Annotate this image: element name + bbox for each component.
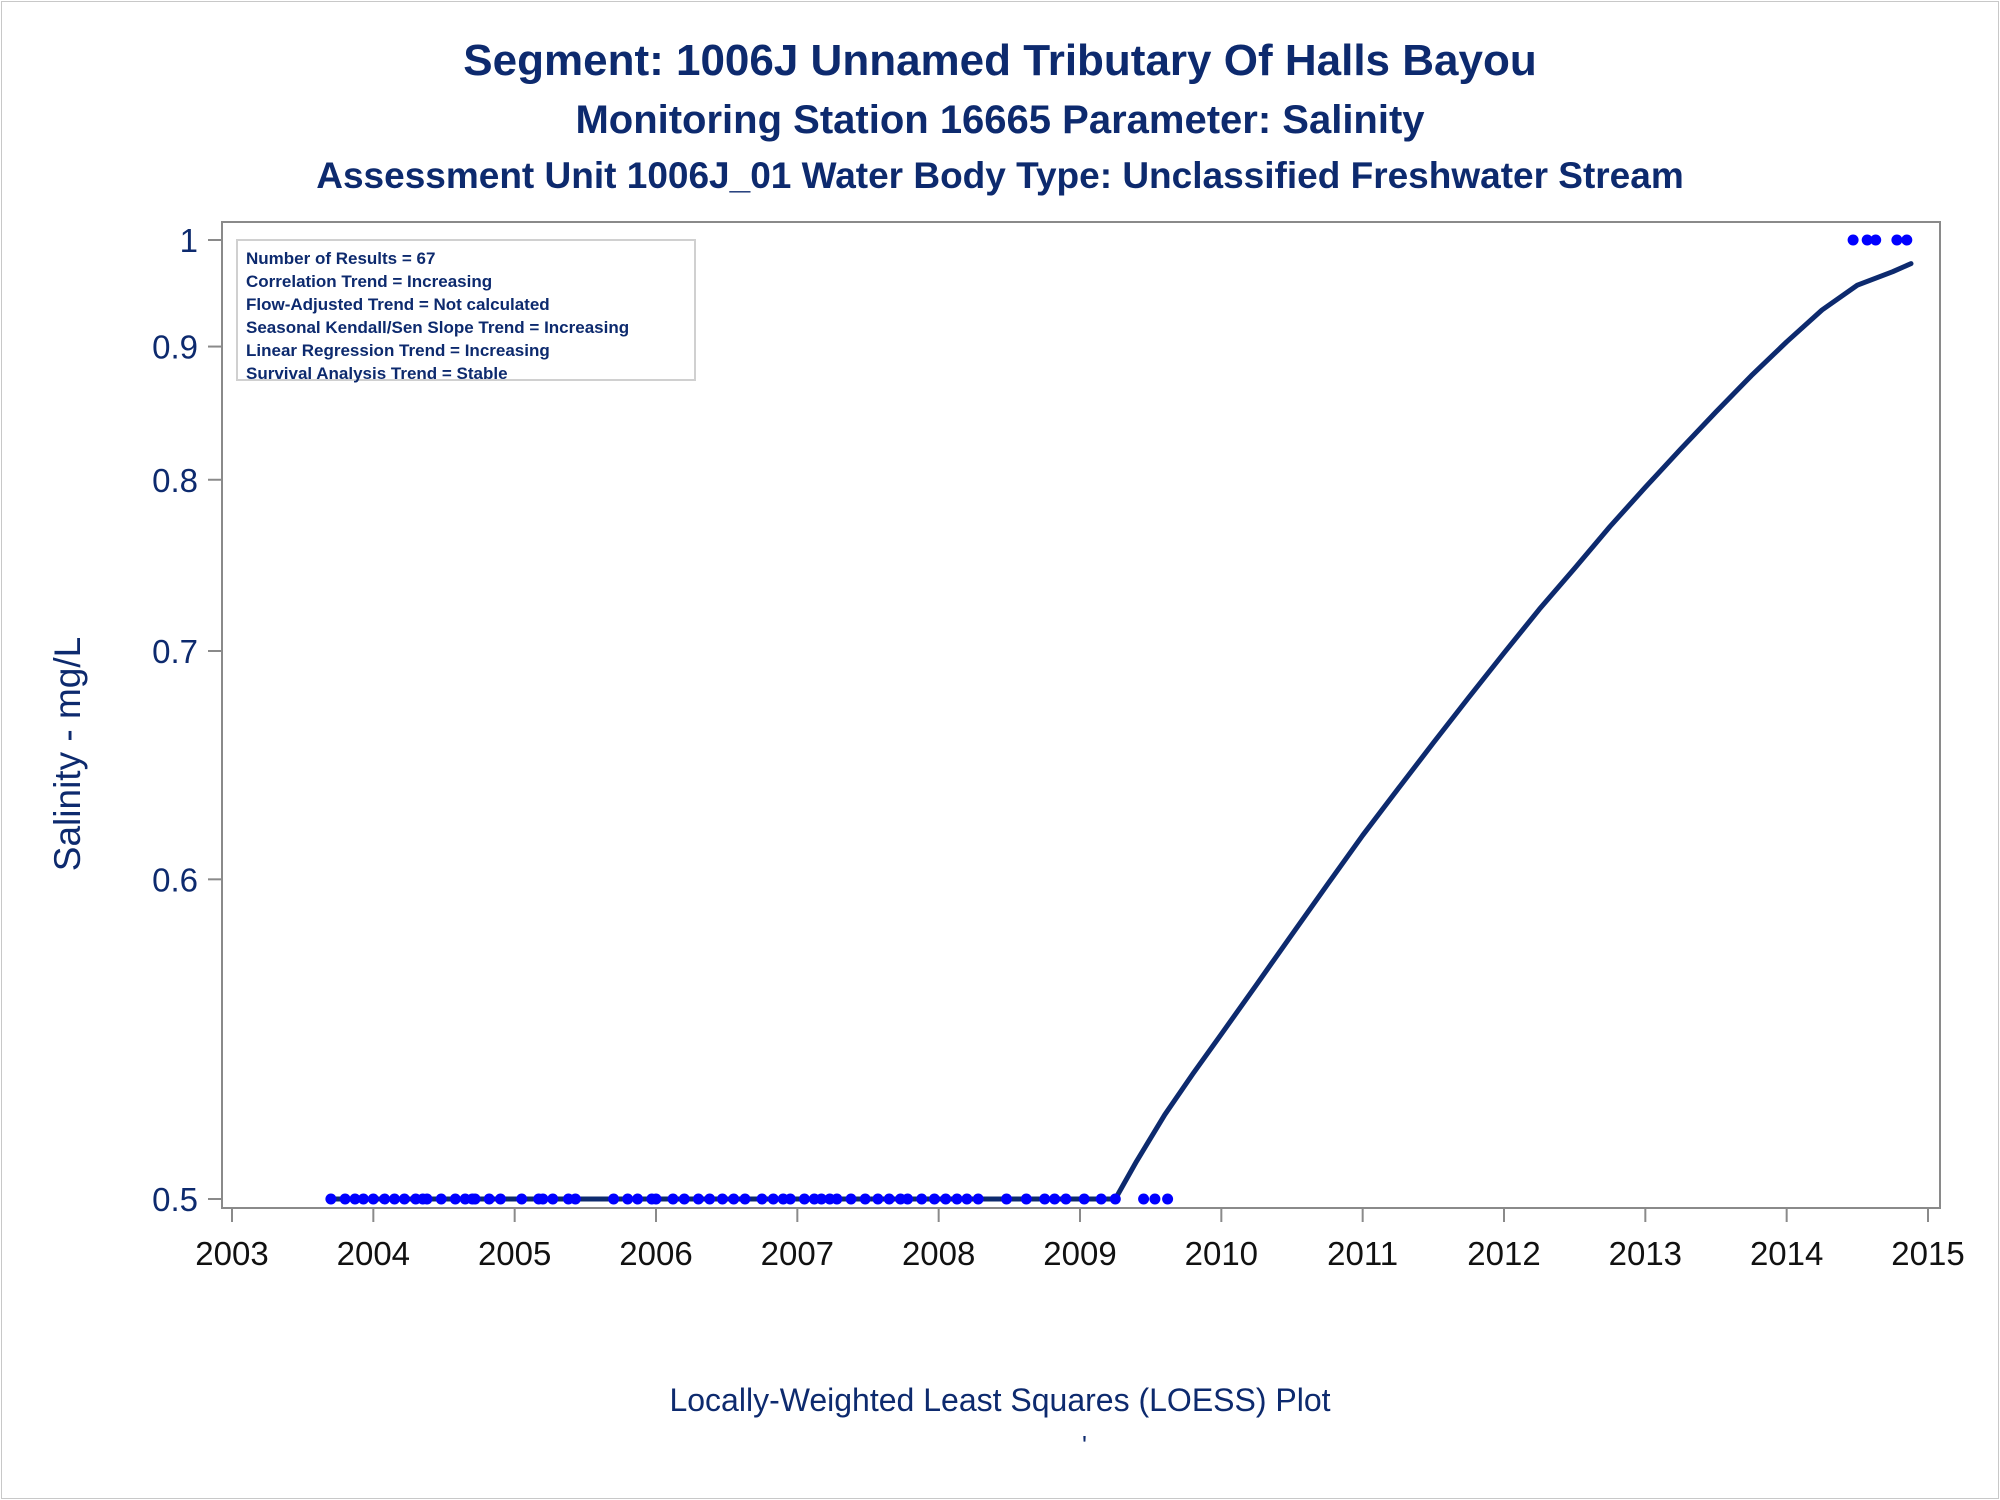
chart-title: Segment: 1006J Unnamed Tributary Of Hall…	[463, 36, 1537, 85]
x-tick-label: 2005	[478, 1235, 551, 1272]
data-point	[916, 1193, 928, 1205]
data-point	[495, 1193, 506, 1205]
data-point	[1870, 234, 1882, 246]
data-point	[650, 1193, 662, 1205]
data-point	[389, 1193, 400, 1205]
data-point	[622, 1193, 634, 1205]
x-tick-label: 2008	[902, 1235, 975, 1272]
data-point	[859, 1193, 871, 1205]
data-point	[1060, 1193, 1072, 1205]
data-point	[339, 1193, 351, 1205]
inset-number-of-results: Number of Results = 67	[246, 249, 436, 268]
data-point	[1095, 1193, 1107, 1205]
data-point	[1020, 1193, 1032, 1205]
data-point	[1847, 234, 1859, 246]
data-point	[1049, 1193, 1061, 1205]
plot-method-footnote: Locally-Weighted Least Squares (LOESS) P…	[669, 1382, 1331, 1418]
chart-subtitle-assessment: Assessment Unit 1006J_01 Water Body Type…	[316, 155, 1684, 196]
x-tick-label: 2010	[1185, 1235, 1258, 1272]
x-tick-label: 2006	[619, 1235, 692, 1272]
data-point	[608, 1193, 620, 1205]
y-tick-label: 0.7	[152, 633, 198, 670]
data-point	[483, 1193, 495, 1205]
data-point	[798, 1193, 810, 1205]
inset-linear-regression-trend: Linear Regression Trend = Increasing	[246, 341, 550, 360]
data-point	[902, 1193, 914, 1205]
x-tick-label: 2013	[1609, 1235, 1682, 1272]
data-point	[940, 1193, 952, 1205]
y-tick-label: 0.6	[152, 861, 198, 898]
data-point	[1149, 1193, 1161, 1205]
data-point	[421, 1193, 433, 1205]
data-point	[379, 1193, 391, 1205]
inset-seasonal-kendall-trend: Seasonal Kendall/Sen Slope Trend = Incre…	[246, 318, 630, 337]
y-tick-label: 0.9	[152, 329, 198, 366]
data-point	[1039, 1193, 1051, 1205]
data-point	[951, 1193, 963, 1205]
data-point	[1162, 1193, 1174, 1205]
x-axis: 2003 2004 2005 2006 2007 2008 2009 2010 2011 2012…	[195, 1208, 1965, 1272]
x-tick-label: 2011	[1327, 1235, 1398, 1272]
data-point	[469, 1193, 481, 1205]
loess-trend-line	[328, 261, 1914, 1202]
data-point	[516, 1193, 528, 1205]
data-point	[1901, 234, 1913, 246]
data-point	[831, 1193, 843, 1205]
footnote-mark: '	[1082, 1430, 1087, 1460]
inset-flow-adjusted-trend: Flow-Adjusted Trend = Not calculated	[246, 295, 550, 314]
data-point	[883, 1193, 895, 1205]
x-tick-label: 2012	[1467, 1235, 1540, 1272]
data-point	[1078, 1193, 1090, 1205]
data-point	[739, 1193, 751, 1205]
data-point	[325, 1193, 337, 1205]
data-point	[815, 1193, 827, 1205]
data-point	[667, 1193, 679, 1205]
chart-subtitle-station: Monitoring Station 16665 Parameter: Sali…	[575, 98, 1425, 142]
data-point	[357, 1193, 369, 1205]
data-point	[961, 1193, 973, 1205]
data-point	[349, 1193, 361, 1205]
trend-summary-box: Number of Results = 67 Correlation Trend…	[236, 239, 696, 383]
data-point	[704, 1193, 716, 1205]
x-tick-label: 2009	[1043, 1235, 1116, 1272]
data-point	[756, 1193, 768, 1205]
x-tick-label: 2007	[761, 1235, 834, 1272]
data-point	[728, 1193, 740, 1205]
y-tick-label: 1	[180, 222, 198, 259]
data-point	[678, 1193, 690, 1205]
data-point	[569, 1193, 581, 1205]
data-point	[1138, 1193, 1150, 1205]
data-point	[972, 1193, 984, 1205]
y-axis: 0.5 0.6 0.7 0.8 0.9 1	[152, 222, 222, 1218]
x-tick-label: 2003	[195, 1235, 268, 1272]
inset-correlation-trend: Correlation Trend = Increasing	[246, 272, 493, 291]
y-tick-label: 0.8	[152, 462, 198, 499]
data-points	[325, 234, 1913, 1205]
data-point	[435, 1193, 447, 1205]
data-point	[1891, 234, 1903, 246]
data-point	[632, 1193, 644, 1205]
x-tick-label: 2015	[1891, 1235, 1964, 1272]
data-point	[784, 1193, 796, 1205]
data-point	[767, 1193, 779, 1205]
data-point	[367, 1193, 379, 1205]
inset-survival-analysis-trend: Survival Analysis Trend = Stable	[246, 364, 508, 383]
y-tick-label: 0.5	[152, 1181, 198, 1218]
data-point	[537, 1193, 549, 1205]
data-point	[1001, 1193, 1012, 1205]
data-point	[1861, 234, 1873, 246]
data-point	[872, 1193, 884, 1205]
data-point	[547, 1193, 559, 1205]
x-tick-label: 2014	[1750, 1235, 1823, 1272]
data-point	[449, 1193, 461, 1205]
data-point	[716, 1193, 728, 1205]
data-point	[692, 1193, 704, 1205]
data-point	[928, 1193, 940, 1205]
x-tick-label: 2004	[337, 1235, 410, 1272]
data-point	[1109, 1193, 1121, 1205]
data-point	[398, 1193, 410, 1205]
data-point	[845, 1193, 857, 1205]
